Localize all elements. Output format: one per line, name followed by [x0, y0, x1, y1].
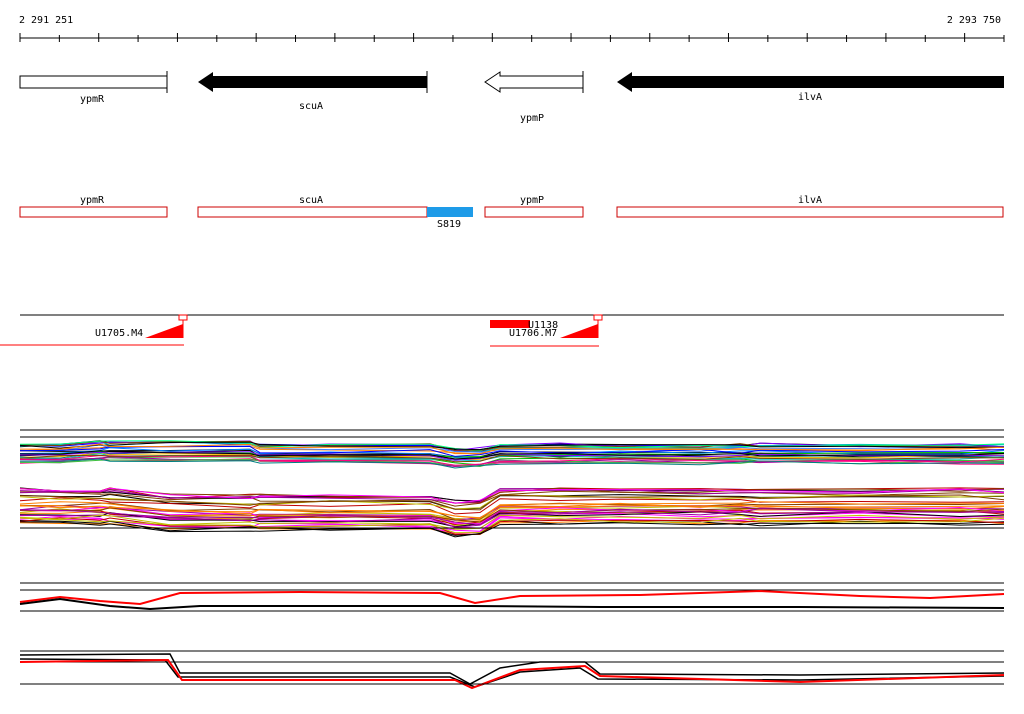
expression-trace — [19, 450, 1005, 460]
gene-ypmP-arrow — [484, 71, 584, 93]
feature-S819-box — [427, 207, 473, 217]
gene-scuA-label: scuA — [299, 101, 323, 112]
expression-trace — [19, 487, 1005, 504]
gene-ilvA-label: ilvA — [798, 92, 822, 103]
expression-trace — [19, 508, 1005, 526]
expression-panel-1 — [19, 429, 1005, 538]
gene-ilvA[interactable]: ilvA — [617, 72, 1004, 103]
expression-panel-2 — [19, 582, 1005, 612]
transcript-ypmR-label: ypmR — [80, 195, 105, 206]
probe-U1706-M7-wedge — [560, 324, 598, 338]
probe-U1705-M4-flag — [178, 314, 188, 321]
expression-trace — [19, 511, 1005, 528]
feature-S819[interactable]: S819 — [427, 207, 473, 230]
gene-ilvA-arrow — [617, 72, 1004, 92]
transcript-ilvA-label: ilvA — [798, 195, 822, 206]
probe-U1706-M7[interactable]: U1706.M7 — [490, 314, 603, 347]
expression-trace — [19, 514, 1005, 530]
gene-ypmR-box — [19, 75, 168, 89]
expression-trace — [19, 589, 1005, 606]
expression-trace — [19, 517, 1005, 534]
probe-U1138[interactable]: U1138 — [490, 320, 558, 331]
expression-trace — [19, 441, 1005, 451]
expression-trace — [19, 454, 1005, 463]
expression-trace — [19, 488, 1005, 504]
transcript-ilvA-box — [616, 206, 1004, 218]
transcript-ilvA[interactable]: ilvA — [616, 195, 1004, 218]
transcript-ypmP[interactable]: ypmP — [484, 195, 584, 218]
probe-track: U1705.M4 U1138 U1706.M7 — [0, 314, 1004, 347]
probe-U1705-M4-wedge — [145, 324, 183, 338]
panel-1-expression-lines — [19, 440, 1005, 538]
expression-trace — [20, 443, 1005, 455]
expression-trace — [19, 658, 1005, 690]
probe-U1138-box — [490, 320, 530, 328]
coordinate-ruler: 2 291 251 2 293 750 — [19, 15, 1005, 42]
gene-scuA-arrow — [198, 72, 427, 92]
transcript-ypmR[interactable]: ypmR — [19, 195, 168, 218]
panel-2-expression-lines — [19, 589, 1005, 611]
probe-U1706-M7-label: U1706.M7 — [509, 328, 557, 339]
expression-trace — [19, 444, 1004, 453]
probe-U1706-M7-flag — [593, 314, 603, 321]
expression-trace — [19, 502, 1005, 519]
expression-trace — [19, 440, 1005, 452]
gene-scuA[interactable]: scuA — [198, 71, 428, 112]
feature-S819-label: S819 — [437, 219, 461, 230]
transcript-ypmP-box — [484, 206, 584, 218]
probe-U1138-label: U1138 — [528, 320, 558, 331]
expression-trace — [19, 653, 1005, 685]
expression-trace — [19, 507, 1005, 523]
ruler-end-label: 2 293 750 — [947, 15, 1001, 26]
expression-trace — [19, 494, 1005, 511]
panel-3-expression-lines — [19, 653, 1005, 690]
expression-trace — [19, 520, 1005, 536]
expression-panel-3 — [19, 650, 1005, 690]
gene-ypmP-label: ypmP — [520, 113, 544, 124]
expression-trace — [19, 597, 1005, 611]
transcript-ypmP-label: ypmP — [520, 195, 544, 206]
transcript-ypmR-box — [19, 206, 168, 218]
transcript-scuA[interactable]: scuA — [197, 195, 428, 218]
expression-trace — [19, 458, 1005, 469]
gene-ypmR[interactable]: ypmR — [19, 71, 168, 105]
transcript-track: ypmR scuA S819 ypmP ilvA — [19, 195, 1004, 230]
transcript-scuA-box — [197, 206, 428, 218]
probe-U1705-M4[interactable]: U1705.M4 — [0, 314, 188, 346]
gene-track: ypmR scuA ypmP ilvA — [19, 71, 1004, 124]
transcript-scuA-label: scuA — [299, 195, 323, 206]
expression-trace — [19, 451, 1005, 461]
probe-U1705-M4-label: U1705.M4 — [95, 328, 143, 339]
gene-ypmP[interactable]: ypmP — [484, 71, 584, 124]
ruler-ticks — [19, 33, 1005, 42]
ruler-start-label: 2 291 251 — [19, 15, 73, 26]
gene-ypmR-label: ypmR — [80, 94, 105, 105]
